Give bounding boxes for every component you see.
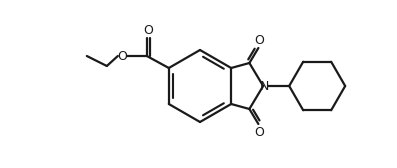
Text: N: N bbox=[260, 79, 269, 93]
Text: O: O bbox=[254, 33, 264, 47]
Text: O: O bbox=[254, 125, 264, 138]
Text: O: O bbox=[117, 50, 127, 62]
Text: O: O bbox=[143, 24, 153, 36]
